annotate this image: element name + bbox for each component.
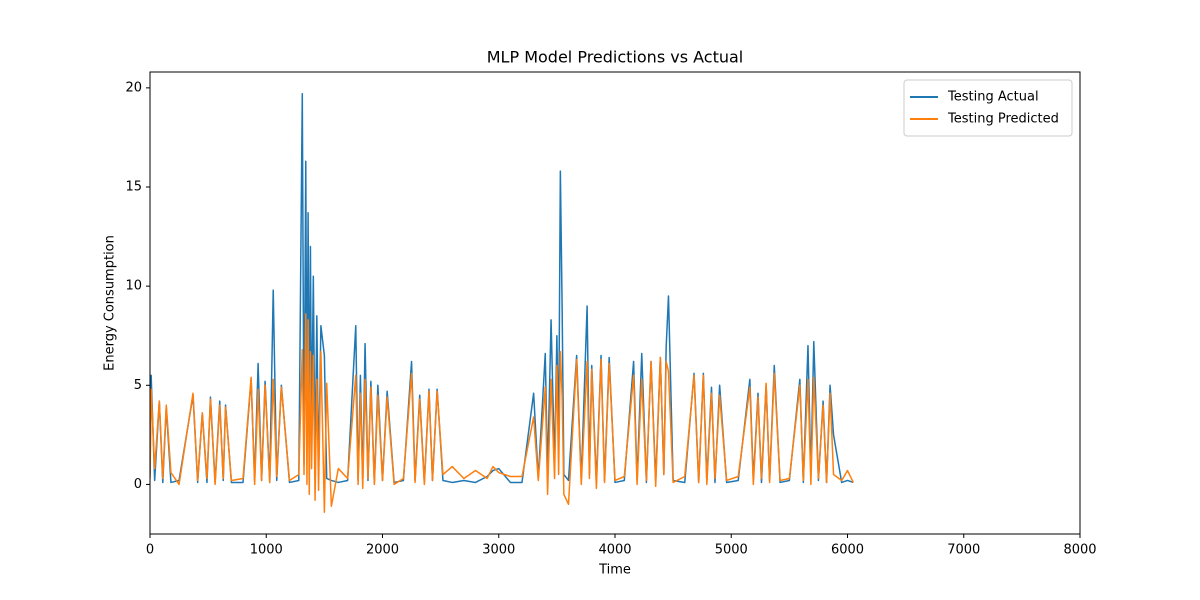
data-line [150,313,854,513]
y-tick-label: 5 [134,378,142,393]
chart-title: MLP Model Predictions vs Actual [487,48,744,67]
data-line [150,93,854,484]
y-tick-label: 20 [125,80,142,95]
x-tick-label: 1000 [250,543,283,558]
x-tick-label: 7000 [947,543,980,558]
y-tick-label: 10 [125,279,142,294]
x-tick-label: 3000 [482,543,515,558]
x-axis-label: Time [598,563,631,578]
x-tick-label: 6000 [831,543,864,558]
x-tick-label: 5000 [715,543,748,558]
legend-label: Testing Actual [947,90,1039,105]
legend-label: Testing Predicted [947,112,1059,127]
x-tick-label: 2000 [366,543,399,558]
y-tick-label: 15 [125,180,142,195]
x-tick-label: 4000 [598,543,631,558]
plot-frame [149,71,1081,535]
y-tick-label: 0 [134,477,142,492]
y-axis-label: Energy Consumption [103,235,118,371]
legend-box [903,79,1073,137]
x-tick-label: 0 [146,543,154,558]
x-tick-label: 8000 [1063,543,1096,558]
